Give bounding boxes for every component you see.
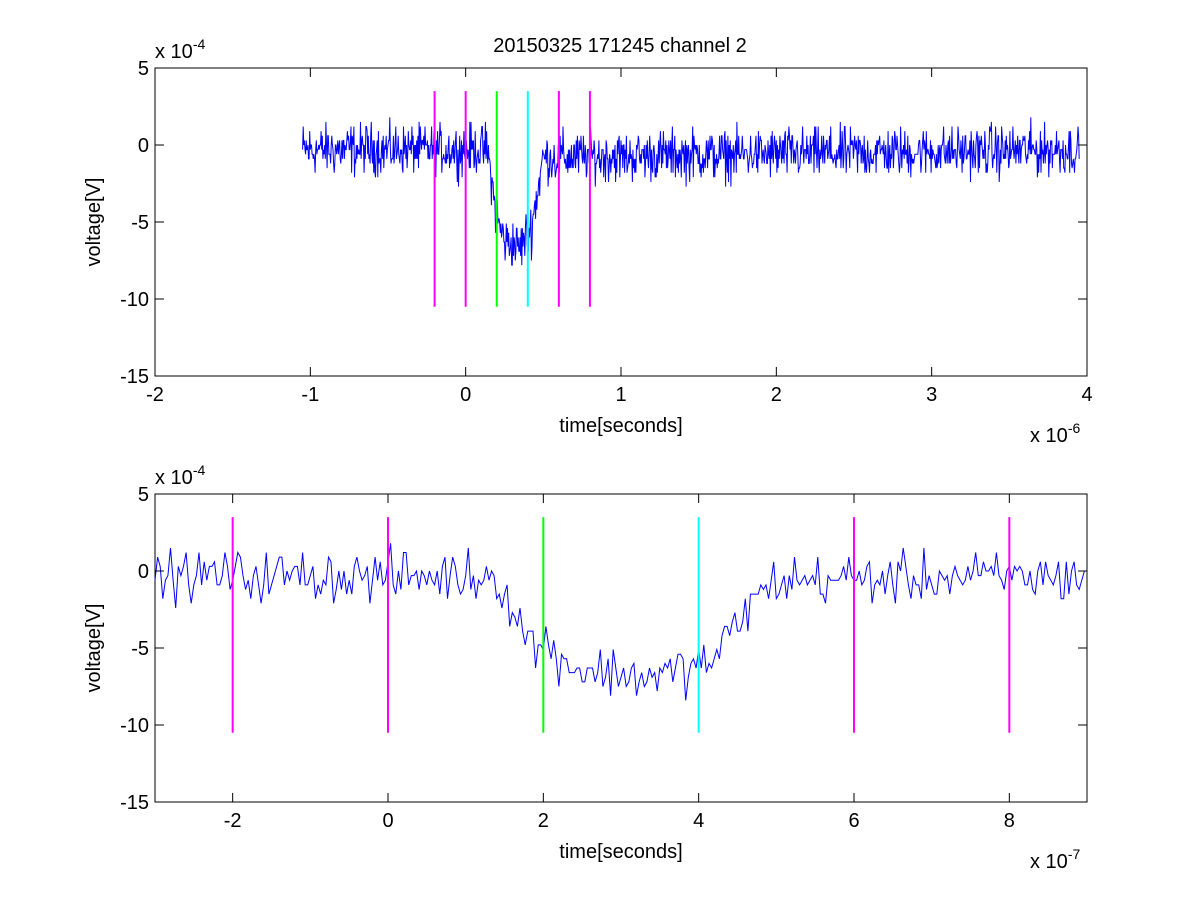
plot-bottom-xtick-label: -2	[224, 810, 242, 832]
plot-bottom-axes-box	[154, 493, 1088, 803]
plot-bottom-xtick-label: 2	[538, 810, 549, 832]
plot-top-xtick-label: 3	[926, 384, 937, 406]
plot-top-markers	[433, 91, 591, 307]
plot-top-xtick-label: 2	[771, 384, 782, 406]
plot-top-x-exponent: x 10-6	[1030, 420, 1080, 447]
plot-top-ytick-label: 5	[138, 58, 149, 80]
plot-bottom-ytick-label: 5	[138, 484, 149, 506]
plot-top: -2 -1 0 1 2 3 4-15-10-505 time[seconds] voltag…	[83, 36, 1093, 447]
plot-bottom-xtick-label: 0	[382, 810, 393, 832]
plot-bottom-ytick-label: 0	[138, 561, 149, 583]
plot-bottom-y-exponent: x 10-4	[155, 462, 205, 489]
plot-bottom-ytick-label: -15	[120, 792, 149, 814]
plot-bottom: -2 0 2 4 6 8 -15 -10 -5 0 5 time[seconds] voltage[…	[83, 462, 1088, 873]
plot-top-ytick-label: 0	[138, 135, 149, 157]
plot-bottom-xtick-label: 8	[1004, 810, 1015, 832]
plot-top-xtick-label: 4	[1081, 384, 1092, 406]
plot-bottom-ylabel: voltage[V]	[83, 604, 105, 693]
plot-top-axes-box	[154, 67, 1088, 377]
plot-top-ytick-label: -10	[120, 289, 149, 311]
plot-bottom-x-exponent: x 10-7	[1030, 846, 1080, 873]
plot-top-ytick-label: -15	[120, 366, 149, 388]
figure-title: 20150325 171245 channel 2	[493, 35, 747, 57]
plot-bottom-ticks: -2 0 2 4 6 8 -15 -10 -5 0 5	[120, 484, 1087, 832]
plot-bottom-xtick-label: 4	[693, 810, 704, 832]
plot-bottom-xtick-label: 6	[848, 810, 859, 832]
plot-top-xlabel: time[seconds]	[559, 415, 682, 437]
plot-top-ytick-label: -5	[131, 212, 149, 234]
plot-bottom-ytick-label: -5	[131, 638, 149, 660]
plot-top-xtick-label: -1	[301, 384, 319, 406]
plot-bottom-series-line	[154, 543, 1087, 701]
plot-bottom-series	[154, 543, 1087, 701]
plot-bottom-xlabel: time[seconds]	[559, 841, 682, 863]
plot-top-xtick-label: 1	[615, 384, 626, 406]
plot-top-xtick-label: -2	[146, 384, 164, 406]
plot-top-series-line	[302, 117, 1080, 266]
plot-top-xtick-label: 0	[460, 384, 471, 406]
plot-bottom-ytick-label: -10	[120, 715, 149, 737]
plot-top-ticks: -2 -1 0 1 2 3 4-15-10-505	[120, 58, 1092, 406]
plot-bottom-markers	[231, 517, 1011, 733]
plot-top-series	[302, 117, 1080, 266]
plot-top-y-exponent: x 10-4	[155, 36, 205, 63]
plot-top-ylabel: voltage[V]	[83, 178, 105, 267]
